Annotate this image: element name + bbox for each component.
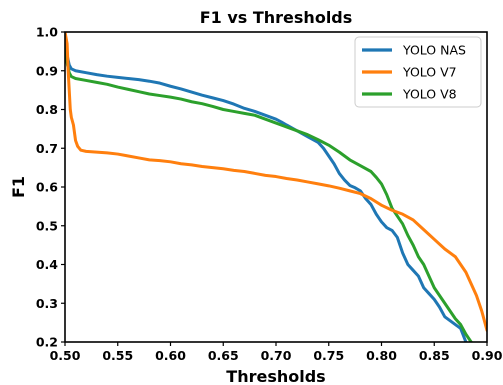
x-tick-label: 0.55 [102,348,133,363]
x-tick-label: 0.75 [313,348,344,363]
x-tick-label: 0.85 [419,348,450,363]
x-tick-label: 0.70 [261,348,292,363]
x-tick-label: 0.90 [472,348,503,363]
legend: YOLO NAS YOLO V7 YOLO V8 [354,36,482,108]
x-axis-label: Thresholds [226,367,325,385]
legend-label-yolo-nas: YOLO NAS [402,43,466,58]
y-tick-label: 0.2 [36,335,58,350]
y-tick-label: 0.4 [36,257,58,272]
legend-box [354,36,482,108]
chart-title: F1 vs Thresholds [200,8,353,27]
series-layer [65,32,487,342]
series-line-yolo-v7 [65,32,487,332]
x-tick-label: 0.50 [50,348,81,363]
series-line-yolo-v8 [65,46,473,342]
y-tick-label: 0.8 [36,102,58,117]
y-tick-label: 0.9 [36,63,58,78]
series-line-yolo-nas [65,38,468,342]
plot-frame [64,31,488,343]
x-tick-label: 0.80 [366,348,397,363]
y-tick-label: 0.5 [36,218,58,233]
x-axis-ticks: 0.50 0.55 0.60 0.65 0.70 0.75 0.80 0.85 0.90 [50,342,503,363]
x-tick-label: 0.60 [155,348,186,363]
y-axis-label: F1 [9,176,28,198]
y-tick-label: 0.3 [36,296,58,311]
x-tick-label: 0.65 [208,348,239,363]
legend-label-yolo-v7: YOLO V7 [402,65,457,80]
y-tick-label: 0.7 [36,141,58,156]
y-tick-label: 0.6 [36,180,58,195]
legend-label-yolo-v8: YOLO V8 [402,87,457,102]
y-tick-label: 1.0 [36,25,58,40]
y-axis-ticks: 0.2 0.3 0.4 0.5 0.6 0.7 0.8 0.9 1.0 [36,25,65,350]
